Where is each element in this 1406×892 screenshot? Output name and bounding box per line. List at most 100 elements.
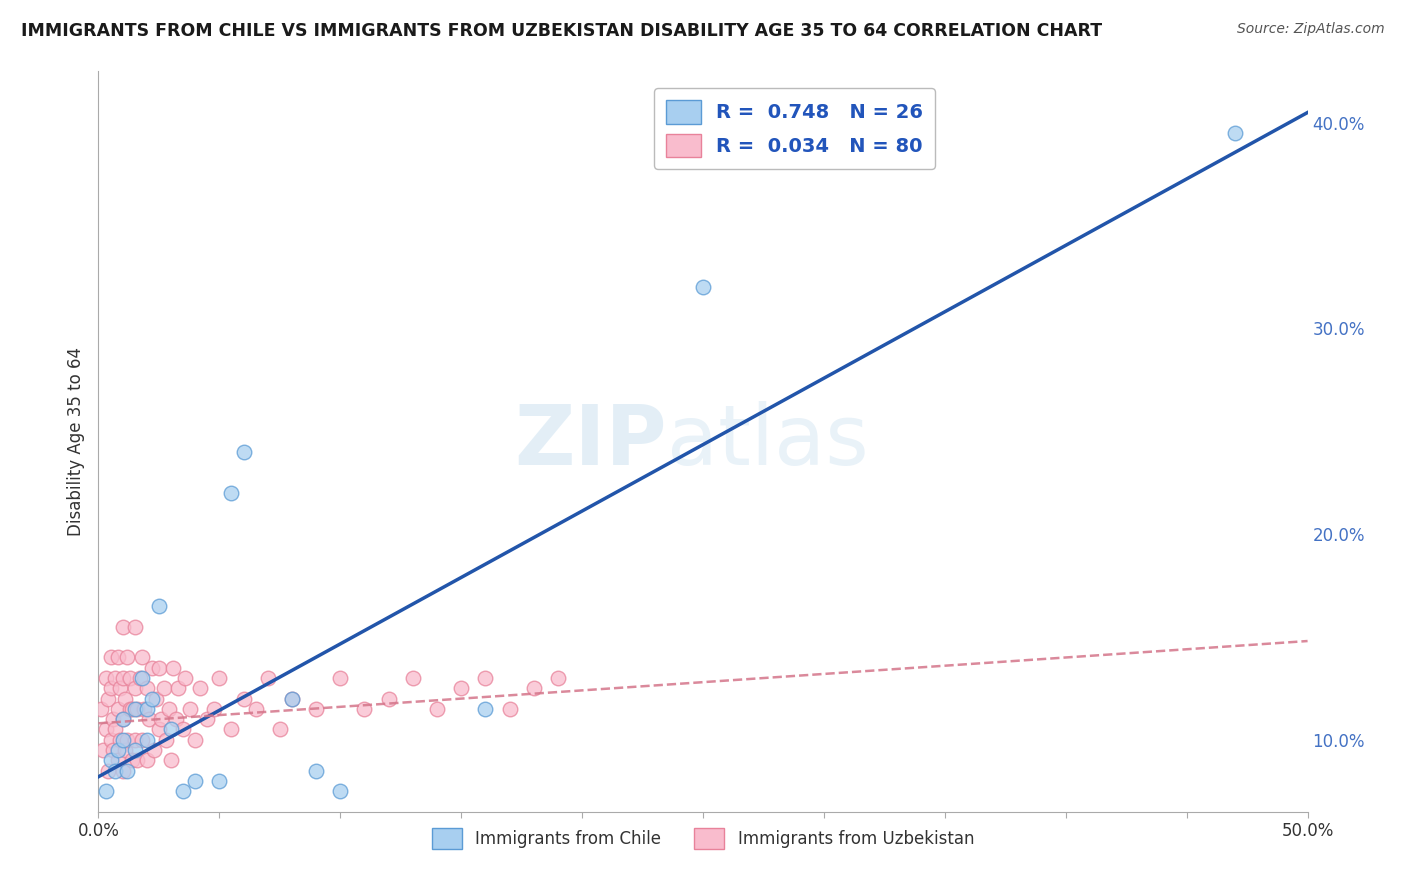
Point [94,723,117,737]
Point [100,650,122,665]
Point [111,764,134,778]
Point [145,691,167,706]
Point [143,743,166,757]
Point [111,732,134,747]
Point [101,743,124,757]
Point [165,712,187,726]
Point [179,702,201,716]
Point [91,743,114,757]
Point [97,764,120,778]
Text: IMMIGRANTS FROM CHILE VS IMMIGRANTS FROM UZBEKISTAN DISABILITY AGE 35 TO 64 CORR: IMMIGRANTS FROM CHILE VS IMMIGRANTS FROM… [21,22,1102,40]
Point [474,671,496,685]
Point [117,732,139,747]
Point [100,732,122,747]
Y-axis label: Disability Age 35 to 64: Disability Age 35 to 64 [66,347,84,536]
Point [232,445,254,459]
Point [474,702,496,716]
Point [141,661,163,675]
Point [450,681,472,696]
Point [141,691,163,706]
Point [118,671,141,685]
Point [121,753,143,767]
Point [127,753,149,767]
Point [124,702,146,716]
Point [111,619,134,633]
Text: atlas: atlas [666,401,869,482]
Point [135,753,157,767]
Point [114,691,136,706]
Point [135,681,157,696]
Point [107,753,129,767]
Point [124,743,146,757]
Point [121,702,143,716]
Point [329,671,352,685]
Point [107,702,129,716]
Point [152,681,174,696]
Point [523,681,546,696]
Point [111,712,134,726]
Point [94,784,117,798]
Point [329,784,352,798]
Point [108,732,131,747]
Point [90,702,112,716]
Point [1223,126,1246,140]
Point [107,743,129,757]
Point [150,712,173,726]
Point [208,671,231,685]
Point [162,661,184,675]
Point [124,732,146,747]
Legend: Immigrants from Chile, Immigrants from Uzbekistan: Immigrants from Chile, Immigrants from U… [425,822,981,855]
Point [97,691,120,706]
Point [498,702,520,716]
Point [221,486,243,500]
Point [124,619,146,633]
Point [131,732,153,747]
Point [377,691,399,706]
Point [172,723,194,737]
Point [124,681,146,696]
Point [221,723,243,737]
Point [269,723,291,737]
Point [195,712,218,726]
Point [174,671,197,685]
Point [111,712,134,726]
Point [692,280,714,294]
Text: ZIP: ZIP [515,401,666,482]
Point [184,773,207,788]
Point [127,702,149,716]
Point [281,691,304,706]
Point [104,723,127,737]
Point [111,671,134,685]
Point [281,691,304,706]
Point [547,671,569,685]
Point [117,764,139,778]
Point [155,732,177,747]
Point [148,599,170,613]
Point [232,691,254,706]
Point [104,671,127,685]
Point [160,723,183,737]
Point [135,732,157,747]
Point [426,702,449,716]
Point [134,702,156,716]
Point [131,671,153,685]
Point [188,681,211,696]
Point [128,671,150,685]
Point [94,671,117,685]
Point [131,650,153,665]
Point [148,723,170,737]
Point [353,702,375,716]
Point [114,743,136,757]
Point [104,764,127,778]
Point [100,681,122,696]
Point [135,702,157,716]
Point [157,702,180,716]
Point [208,773,231,788]
Point [100,753,122,767]
Point [101,712,124,726]
Point [107,650,129,665]
Point [172,784,194,798]
Point [138,712,160,726]
Point [117,650,139,665]
Point [402,671,425,685]
